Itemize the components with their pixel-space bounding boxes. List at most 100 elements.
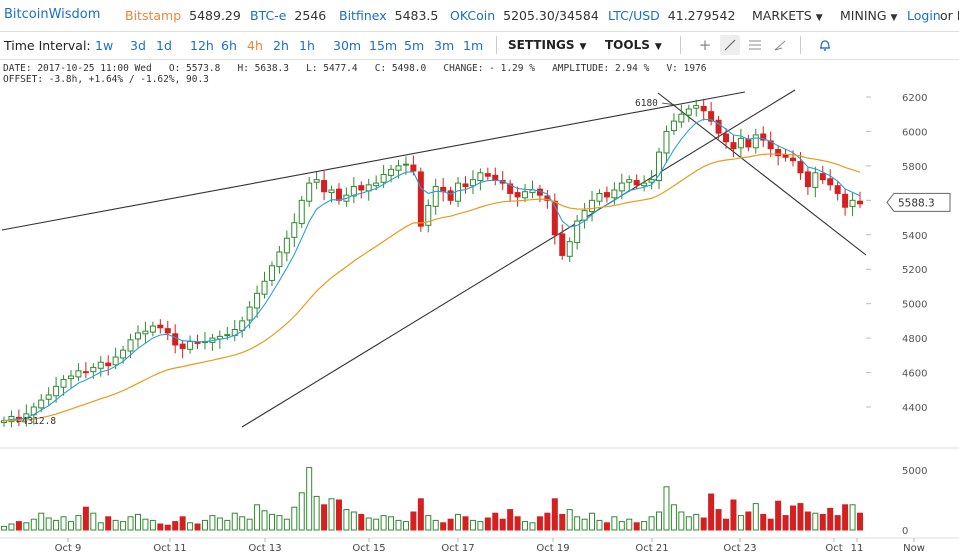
interval-12h[interactable]: 12h: [190, 38, 214, 53]
volume-bar: [343, 509, 350, 531]
candle-body: [149, 325, 156, 333]
candle-body: [752, 134, 759, 149]
volume-bar: [492, 512, 499, 531]
y-axis-tick-label: 5000: [902, 300, 927, 311]
candle-body: [179, 343, 186, 349]
chevron-down-icon: ▼: [890, 13, 898, 23]
volume-bar: [216, 517, 223, 531]
candle-body: [283, 237, 290, 254]
interval-1h[interactable]: 1h: [299, 38, 315, 53]
candle-body: [306, 182, 313, 202]
signup-link-partial[interactable]: or F: [940, 8, 959, 23]
volume-bar: [112, 519, 119, 531]
interval-5m[interactable]: 5m: [404, 38, 425, 53]
volume-bar: [1, 525, 7, 531]
volume-axis-tick-label: 0: [902, 526, 908, 537]
candle-body: [298, 199, 305, 225]
tools-menu[interactable]: TOOLS ▼: [605, 38, 662, 52]
volume-bar: [849, 504, 856, 531]
volume-bar: [648, 516, 655, 531]
ticker-bitstamp[interactable]: Bitstamp 5489.29: [125, 8, 241, 23]
interval-3d[interactable]: 3d: [130, 38, 146, 53]
ticker-okcoin[interactable]: OKCoin 5205.30/34584: [450, 8, 599, 23]
y-axis-tick-label: 5200: [902, 265, 927, 276]
volume-bar: [90, 512, 97, 531]
alert-bell-icon[interactable]: [815, 35, 835, 55]
volume-bar: [127, 516, 134, 531]
volume-bar: [276, 515, 283, 531]
line-draw-icon[interactable]: [720, 35, 740, 55]
volume-bar: [53, 519, 60, 531]
volume-bar: [23, 522, 30, 531]
volume-bar: [462, 516, 469, 531]
interval-6h[interactable]: 6h: [221, 38, 237, 53]
ticker-bitfinex[interactable]: Bitfinex 5483.5: [339, 8, 439, 23]
toolbar-divider: [680, 36, 681, 54]
brand-logo[interactable]: BitcoinWisdom: [4, 7, 101, 22]
volume-bar: [432, 519, 439, 531]
interval-30m[interactable]: 30m: [333, 38, 362, 53]
login-link[interactable]: Login: [907, 8, 941, 23]
pencil-glyph: [774, 40, 786, 51]
volume-bar: [157, 523, 164, 531]
volume-bar: [239, 516, 246, 531]
volume-bar: [75, 515, 82, 531]
candle-body: [596, 192, 603, 202]
volume-bar: [544, 512, 551, 531]
candle-body: [321, 180, 328, 193]
volume-bar: [469, 519, 476, 531]
candle-body: [715, 119, 722, 134]
volume-bar: [596, 519, 603, 531]
volume-bar: [812, 512, 819, 531]
interval-15m[interactable]: 15m: [369, 38, 398, 53]
volume-bar: [737, 515, 744, 531]
y-axis-tick-label: 5400: [902, 231, 927, 242]
x-axis-tick-label: Oct 15: [352, 543, 385, 554]
candle-body: [663, 130, 670, 154]
interval-2h[interactable]: 2h: [273, 38, 289, 53]
candle-body: [172, 333, 179, 346]
volume-bar: [335, 499, 342, 531]
candle-body: [559, 233, 566, 256]
interval-1m[interactable]: 1m: [463, 38, 484, 53]
trendline: [657, 92, 867, 256]
crosshair-icon[interactable]: +: [698, 36, 712, 54]
interval-3m[interactable]: 3m: [434, 38, 455, 53]
candle-body: [693, 105, 700, 109]
volume-bar: [760, 513, 767, 531]
x-axis-tick-label: Oct 21: [635, 543, 668, 554]
interval-1w[interactable]: 1w: [95, 38, 114, 53]
current-price-tag: [886, 192, 951, 212]
volume-bar: [321, 504, 328, 531]
candle-body: [670, 120, 677, 132]
settings-menu[interactable]: SETTINGS ▼: [508, 38, 587, 52]
candle-body: [97, 361, 104, 369]
pencil-icon[interactable]: [770, 35, 790, 55]
candle-body: [723, 133, 730, 143]
candle-body: [618, 182, 625, 192]
interval-4h[interactable]: 4h: [247, 38, 263, 53]
candle-body: [522, 191, 529, 199]
volume-bar: [685, 516, 692, 531]
volume-bar: [752, 503, 759, 531]
fib-lines-icon[interactable]: [745, 35, 765, 55]
volume-bar: [536, 516, 543, 531]
volume-bar: [819, 513, 826, 531]
candle-body: [276, 251, 283, 268]
ticker-ltcusd[interactable]: LTC/USD 41.279542: [608, 8, 736, 23]
candle-body: [700, 105, 707, 112]
ticker-btce[interactable]: BTC-e 2546: [250, 8, 327, 23]
candle-body: [268, 265, 275, 281]
volume-bar: [60, 516, 67, 531]
mining-menu[interactable]: MINING ▼: [840, 8, 898, 23]
volume-bar: [358, 513, 365, 531]
candle-body: [737, 137, 744, 149]
volume-bar: [804, 511, 811, 531]
volume-bar: [566, 509, 573, 531]
interval-1d[interactable]: 1d: [156, 38, 172, 53]
x-axis-tick-label: Now: [903, 543, 925, 554]
candle-body: [358, 185, 365, 191]
markets-menu[interactable]: MARKETS ▼: [752, 8, 823, 23]
candle-body: [656, 151, 663, 182]
